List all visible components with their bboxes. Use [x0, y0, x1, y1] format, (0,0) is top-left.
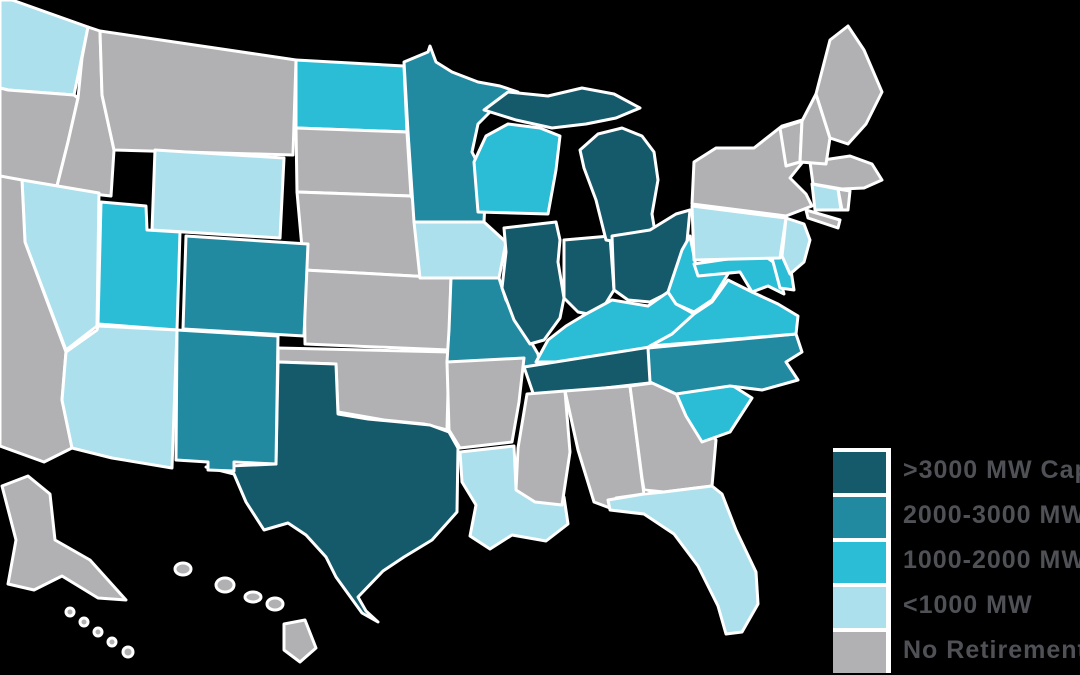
- state-north-carolina: [646, 332, 804, 396]
- state-north-dakota: [294, 58, 409, 134]
- legend-row-none: No Retirements: [833, 628, 1080, 673]
- state-alaska-aleutian-island: [121, 645, 135, 659]
- state-maine: [814, 24, 884, 146]
- legend-row-2000-3000: 2000-3000 MW: [833, 493, 1080, 538]
- state-new-york-long-island: [804, 208, 842, 230]
- state-alaska-aleutian-island: [106, 636, 118, 648]
- state-hawaii-island: [243, 590, 263, 604]
- legend-swatch-2000-3000: [833, 493, 891, 538]
- state-massachusetts: [808, 154, 884, 191]
- state-michigan-upper-peninsula: [482, 86, 642, 130]
- state-michigan-lower-peninsula: [578, 126, 660, 246]
- state-alaska-aleutian-island: [64, 606, 76, 618]
- state-hawaii-island: [173, 561, 193, 577]
- legend-row-1000-2000: 1000-2000 MW: [833, 538, 1080, 583]
- state-wisconsin: [472, 122, 562, 216]
- legend-label-1000-2000: 1000-2000 MW: [903, 546, 1080, 574]
- state-colorado: [181, 234, 310, 338]
- legend-swatch-none: [833, 628, 891, 673]
- legend-label-none: No Retirements: [903, 636, 1080, 664]
- state-iowa: [412, 220, 508, 280]
- state-kansas: [302, 268, 453, 352]
- legend-label-2000-3000: 2000-3000 MW: [903, 501, 1080, 529]
- state-new-mexico: [174, 328, 280, 473]
- map-legend: >3000 MW Capacity 2000-3000 MW 1000-2000…: [833, 448, 1080, 673]
- state-arkansas: [445, 356, 526, 450]
- state-texas: [204, 360, 460, 624]
- state-alaska-aleutian-island: [92, 626, 104, 638]
- state-hawaii-island: [265, 596, 285, 612]
- state-pennsylvania: [690, 204, 788, 262]
- legend-label-gt3000: >3000 MW Capacity: [903, 456, 1080, 484]
- state-mississippi: [514, 389, 572, 507]
- state-arizona: [60, 324, 179, 470]
- state-hawaii-big-island: [282, 618, 318, 664]
- legend-label-lt1000: <1000 MW: [903, 591, 1033, 619]
- state-washington: [0, 0, 90, 97]
- state-wyoming: [150, 148, 286, 240]
- state-alaska-aleutian-island: [78, 616, 90, 628]
- state-alaska: [0, 474, 128, 602]
- legend-swatch-gt3000: [833, 448, 891, 493]
- legend-swatch-lt1000: [833, 583, 891, 628]
- state-illinois: [500, 220, 566, 346]
- state-south-dakota: [294, 126, 413, 198]
- state-hawaii-island: [214, 576, 236, 594]
- state-montana: [98, 29, 298, 157]
- legend-row-gt3000: >3000 MW Capacity: [833, 448, 1080, 493]
- legend-swatch-1000-2000: [833, 538, 891, 583]
- state-rhode-island: [836, 187, 852, 212]
- state-new-hampshire: [798, 92, 832, 166]
- legend-row-lt1000: <1000 MW: [833, 583, 1080, 628]
- state-florida: [606, 484, 760, 636]
